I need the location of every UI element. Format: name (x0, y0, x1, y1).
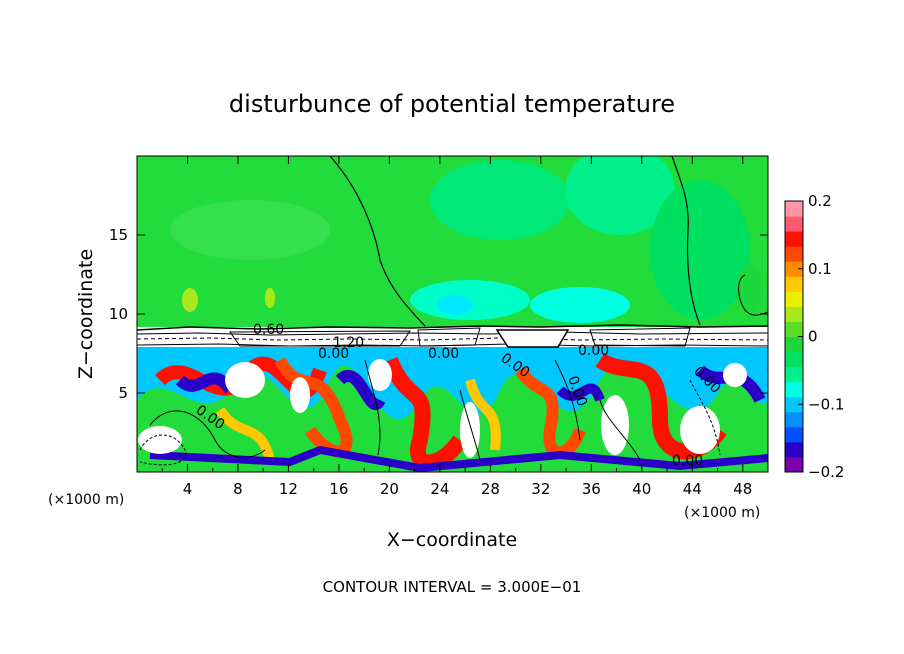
x-tick-label: 8 (233, 480, 243, 498)
colorbar-swatch (785, 231, 803, 247)
contour-label: 0.00 (578, 343, 609, 359)
x-tick-label: 16 (329, 480, 348, 498)
colorbar-swatch (785, 321, 803, 337)
upper-region-shading (170, 156, 764, 323)
x-unit-label-right: (×1000 m) (684, 505, 760, 521)
colorbar-swatch (785, 246, 803, 262)
contour-label: 0.00 (428, 346, 459, 362)
colorbar-tick-label: 0.1 (808, 260, 832, 278)
colorbar-tick-label: 0.2 (808, 192, 832, 210)
contour-interval-note: CONTOUR INTERVAL = 3.000E−01 (323, 578, 582, 596)
x-tick-label: 24 (430, 480, 449, 498)
x-tick-label: 20 (380, 480, 399, 498)
x-tick-label: 12 (279, 480, 298, 498)
colorbar-swatch (785, 216, 803, 232)
x-tick-label: 40 (632, 480, 651, 498)
x-axis-title: X−coordinate (387, 529, 517, 551)
y-tick-label: 5 (118, 384, 128, 402)
x-unit-label-left: (×1000 m) (48, 492, 124, 508)
colorbar-swatch (785, 366, 803, 383)
colorbar-swatch (785, 336, 803, 353)
colorbar-swatch (785, 456, 803, 473)
heatmap-field: 0.60 1.20 0.00 0.00 0.00 0.00 0.00 0.00 … (137, 156, 768, 472)
chart-title: disturbunce of potential temperature (229, 90, 675, 118)
colorbar-swatch (785, 351, 803, 368)
colorbar-swatch (785, 411, 803, 428)
colorbar-swatch (785, 426, 803, 443)
contour-label: 0.00 (672, 453, 703, 469)
y-tick-label: 15 (109, 226, 128, 244)
x-tick-label: 28 (481, 480, 500, 498)
colorbar-swatch (785, 201, 803, 217)
x-tick-label: 36 (582, 480, 601, 498)
colorbar-swatch (785, 261, 803, 277)
contour-band (137, 324, 768, 348)
colorbar: 0.2 0.1 0 −0.1 −0.2 (784, 192, 844, 481)
colorbar-swatch (785, 441, 803, 458)
y-tick-label: 10 (109, 305, 128, 323)
colorbar-swatch (785, 276, 803, 292)
x-tick-label: 48 (733, 480, 752, 498)
x-axis: 4 8 12 16 20 24 28 32 36 40 44 48 (161, 156, 752, 498)
colorbar-swatch (785, 381, 803, 398)
colorbar-tick-label: 0 (808, 328, 818, 346)
y-axis-title: Z−coordinate (75, 249, 97, 379)
x-tick-label: 32 (531, 480, 550, 498)
contour-label: 1.20 (333, 335, 364, 351)
colorbar-swatch (785, 291, 803, 307)
contour-lines (139, 156, 768, 466)
y-axis: 5 10 15 (109, 226, 768, 402)
lower-turbulence (137, 348, 768, 472)
contour-label: 0.00 (318, 346, 349, 362)
colorbar-tick-label: −0.2 (808, 463, 844, 481)
colorbar-tick-label: −0.1 (808, 395, 844, 413)
x-tick-label: 44 (683, 480, 702, 498)
contour-label: 0.60 (253, 322, 284, 338)
x-tick-label: 4 (183, 480, 193, 498)
colorbar-swatch (785, 306, 803, 322)
colorbar-swatch (785, 396, 803, 413)
